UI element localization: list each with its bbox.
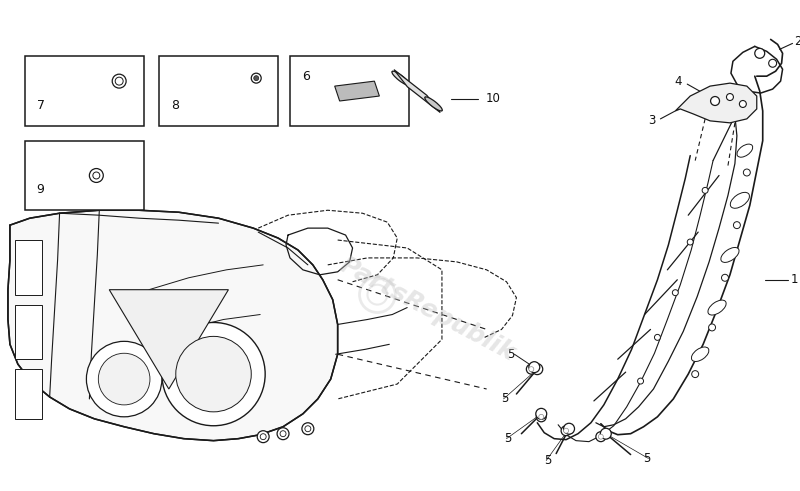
Circle shape — [702, 188, 708, 193]
Circle shape — [277, 428, 289, 439]
Bar — [15, 369, 42, 419]
Bar — [15, 240, 42, 295]
Circle shape — [563, 428, 569, 433]
Ellipse shape — [721, 247, 739, 262]
Text: 7: 7 — [37, 99, 45, 112]
Circle shape — [302, 423, 314, 435]
Polygon shape — [8, 210, 338, 440]
Circle shape — [538, 414, 544, 419]
Text: 9: 9 — [37, 183, 45, 196]
Circle shape — [743, 169, 750, 176]
Circle shape — [598, 434, 603, 439]
Circle shape — [709, 324, 715, 331]
Circle shape — [734, 221, 740, 229]
Polygon shape — [394, 70, 440, 112]
Circle shape — [692, 371, 698, 378]
Ellipse shape — [691, 347, 709, 361]
Ellipse shape — [708, 300, 726, 315]
Text: 8: 8 — [171, 99, 179, 112]
Circle shape — [280, 431, 286, 436]
Text: PartsRepublik: PartsRepublik — [335, 253, 519, 366]
Circle shape — [596, 432, 606, 441]
Bar — [25, 56, 144, 126]
Circle shape — [98, 353, 150, 405]
Circle shape — [563, 423, 574, 434]
Circle shape — [86, 341, 162, 417]
Bar — [290, 56, 409, 126]
Text: 5: 5 — [504, 432, 511, 445]
Circle shape — [754, 49, 765, 58]
Circle shape — [654, 334, 661, 340]
Circle shape — [93, 172, 100, 179]
Circle shape — [739, 101, 746, 108]
Circle shape — [305, 426, 311, 432]
Polygon shape — [110, 290, 229, 389]
Circle shape — [638, 378, 643, 384]
Circle shape — [536, 412, 546, 422]
Text: 5: 5 — [544, 454, 551, 467]
Circle shape — [115, 77, 123, 85]
Circle shape — [561, 426, 571, 436]
Text: 5: 5 — [501, 392, 509, 406]
Circle shape — [162, 323, 265, 426]
Circle shape — [258, 431, 269, 442]
Circle shape — [529, 367, 534, 372]
Circle shape — [260, 434, 266, 439]
Circle shape — [710, 97, 719, 106]
Circle shape — [112, 74, 126, 88]
Text: 5: 5 — [507, 348, 514, 361]
Circle shape — [672, 290, 678, 296]
Circle shape — [176, 336, 251, 412]
Circle shape — [251, 73, 261, 83]
Text: 2: 2 — [794, 35, 800, 48]
Polygon shape — [334, 81, 379, 101]
Text: 6: 6 — [302, 70, 310, 83]
Circle shape — [769, 59, 777, 67]
Circle shape — [90, 168, 103, 183]
Bar — [159, 56, 278, 126]
Circle shape — [254, 76, 258, 81]
Circle shape — [600, 428, 611, 439]
Ellipse shape — [425, 97, 442, 111]
Polygon shape — [675, 83, 757, 123]
Text: 5: 5 — [643, 452, 651, 465]
Circle shape — [532, 364, 542, 375]
Bar — [25, 141, 144, 210]
Ellipse shape — [737, 144, 753, 157]
Circle shape — [526, 364, 536, 374]
Ellipse shape — [392, 71, 410, 85]
Text: 3: 3 — [648, 114, 655, 127]
Circle shape — [726, 94, 734, 101]
Circle shape — [529, 362, 540, 373]
Circle shape — [687, 239, 694, 245]
Text: 10: 10 — [485, 92, 500, 106]
Ellipse shape — [730, 192, 750, 208]
Text: 4: 4 — [674, 75, 682, 87]
Circle shape — [536, 409, 546, 419]
Circle shape — [722, 274, 729, 281]
Text: 1: 1 — [790, 273, 798, 286]
Bar — [15, 304, 42, 359]
